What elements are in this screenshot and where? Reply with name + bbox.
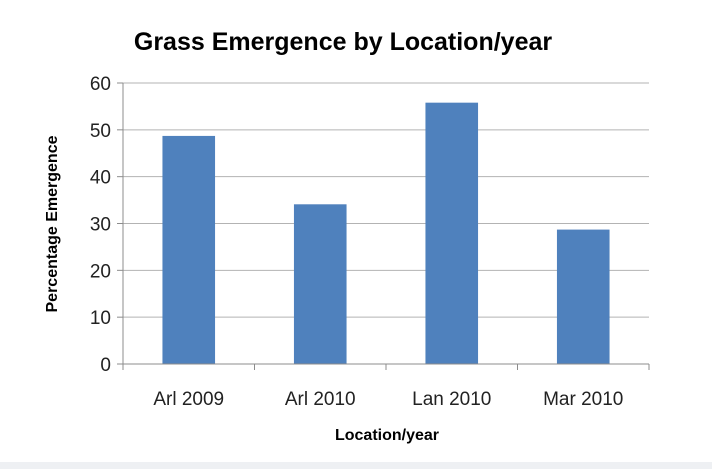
y-tick-label: 0 <box>100 355 111 376</box>
x-tick-label: Arl 2010 <box>285 389 356 410</box>
chart-title: Grass Emergence by Location/year <box>134 28 553 56</box>
x-tick-labels: Arl 2009 Arl 2010 Lan 2010 Mar 2010 <box>153 389 623 410</box>
axes <box>122 83 650 370</box>
y-tick-labels: 0 10 20 30 40 50 60 <box>90 74 111 376</box>
bar <box>425 102 479 365</box>
y-tick-label: 60 <box>90 74 111 95</box>
bar <box>293 204 347 364</box>
y-tick-label: 30 <box>90 215 111 236</box>
bar <box>556 229 610 364</box>
x-tick-label: Arl 2009 <box>153 389 224 410</box>
y-tick-label: 50 <box>90 121 111 142</box>
x-axis-title: Location/year <box>335 427 439 444</box>
x-tick-label: Mar 2010 <box>543 389 623 410</box>
bar <box>162 135 216 364</box>
y-tick-label: 10 <box>90 308 111 329</box>
x-tick-label: Lan 2010 <box>412 389 491 410</box>
y-axis-title: Percentage Emergence <box>44 135 61 312</box>
bars <box>162 102 610 365</box>
y-tick-label: 20 <box>90 261 111 282</box>
bottom-band <box>0 462 712 469</box>
y-tick-label: 40 <box>90 168 111 189</box>
